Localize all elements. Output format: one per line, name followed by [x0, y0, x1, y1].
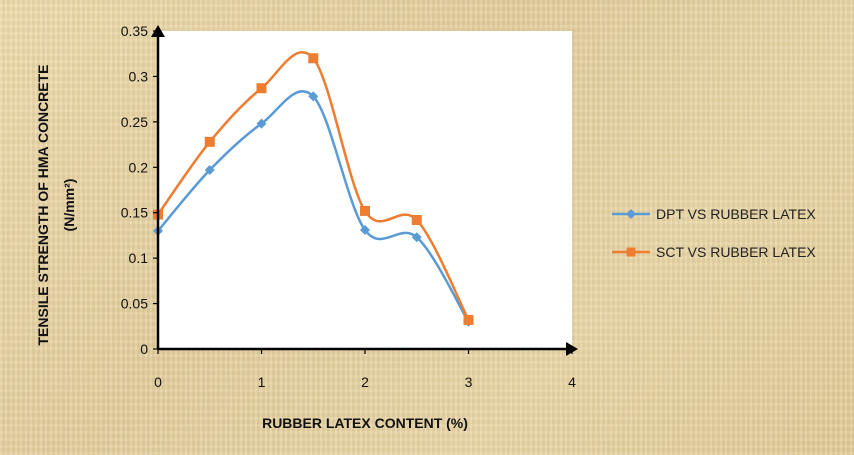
x-tick-label: 4: [568, 374, 576, 390]
plot-area: [158, 31, 572, 349]
data-point: [360, 205, 370, 216]
legend-entry: DPT VS RUBBER LATEX: [612, 206, 816, 222]
y-tick-label: 0.25: [121, 114, 148, 130]
data-point: [411, 214, 422, 225]
legend-marker: [626, 209, 636, 219]
ticks-layer: 0 0.05 0.1 0.15 0.2 0.25 0.3 0.35 0 1 2 3 4: [121, 23, 576, 390]
x-tick-label: 0: [154, 374, 162, 390]
x-axis-title: RUBBER LATEX CONTENT (%): [262, 415, 468, 431]
legend-marker: [626, 247, 636, 257]
x-tick-label: 2: [361, 374, 369, 390]
x-tick-label: 1: [258, 374, 266, 390]
legend-label: SCT VS RUBBER LATEX: [656, 244, 816, 260]
data-point: [463, 314, 474, 325]
y-axis-unit: (N/mm²): [61, 179, 77, 232]
y-tick-label: 0.1: [129, 250, 149, 266]
data-point: [360, 224, 370, 235]
data-point: [204, 165, 215, 176]
y-tick-label: 0.35: [121, 23, 148, 39]
x-tick-label: 3: [465, 374, 473, 390]
y-tick-label: 0.15: [121, 205, 148, 221]
data-point: [411, 232, 422, 243]
y-tick-label: 0.05: [121, 296, 148, 312]
legend-label: DPT VS RUBBER LATEX: [656, 206, 816, 222]
legend: DPT VS RUBBER LATEX SCT VS RUBBER LATEX: [612, 206, 816, 260]
y-tick-label: 0.3: [129, 68, 149, 84]
legend-entry: SCT VS RUBBER LATEX: [612, 244, 816, 260]
data-point: [204, 136, 215, 147]
y-axis-title: TENSILE STRENGTH OF HMA CONCRETE: [35, 64, 51, 345]
data-point: [256, 118, 267, 129]
data-point: [308, 53, 319, 64]
data-point: [308, 91, 319, 102]
data-point: [256, 83, 267, 94]
y-tick-label: 0: [140, 341, 148, 357]
y-tick-label: 0.2: [129, 159, 149, 175]
